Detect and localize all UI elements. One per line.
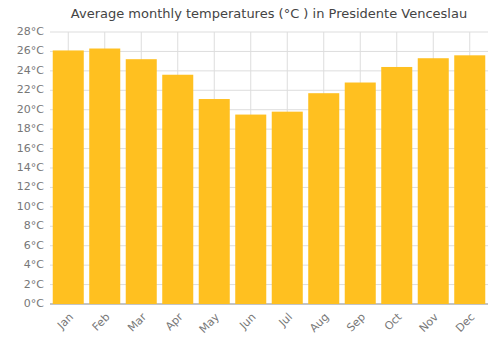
x-tick-label: Apr: [163, 310, 186, 333]
bar: [126, 59, 157, 304]
bar: [345, 83, 376, 304]
bar: [381, 67, 412, 304]
y-tick-label: 0°C: [24, 297, 44, 310]
bar: [235, 115, 266, 304]
bar: [272, 112, 303, 304]
y-tick-label: 4°C: [24, 258, 44, 271]
x-tick-label: Jan: [54, 311, 76, 333]
y-tick-label: 14°C: [17, 161, 44, 174]
axes: 0°C 2°C 4°C 6°C 8°C 10°C 12°C 14°C 16°C 18°C 20°C 2…: [17, 25, 488, 336]
y-grid-line: [50, 32, 488, 33]
x-tick-label: Nov: [417, 310, 442, 335]
bar: [418, 58, 449, 304]
y-tick-label: 16°C: [17, 142, 44, 155]
title: Average monthly temperatures (°C ) in Pr…: [71, 6, 467, 21]
bar: [199, 99, 230, 304]
y-tick-label: 10°C: [17, 200, 44, 213]
x-tick-label: Aug: [307, 311, 331, 335]
chart: 0°C 2°C 4°C 6°C 8°C 10°C 12°C 14°C 16°C 18°C 20°C 2…: [0, 0, 500, 350]
x-tick-label: Mar: [125, 310, 149, 334]
y-tick-label: 26°C: [17, 44, 44, 57]
bar: [308, 93, 339, 304]
y-tick-label: 18°C: [17, 122, 44, 135]
x-tick-label: Jun: [236, 311, 258, 333]
y-tick-label: 20°C: [17, 103, 44, 116]
grid: [50, 32, 488, 304]
y-tick-label: 8°C: [24, 219, 44, 232]
bar: [454, 55, 485, 304]
x-tick-label: Sep: [344, 311, 368, 335]
y-tick-label: 22°C: [17, 83, 44, 96]
y-tick-label: 6°C: [24, 239, 44, 252]
x-tick-label: May: [197, 310, 223, 336]
bar: [89, 49, 120, 304]
y-tick-label: 28°C: [17, 25, 44, 38]
y-tick-label: 2°C: [24, 278, 44, 291]
y-tick-label: 24°C: [17, 64, 44, 77]
bar: [162, 75, 193, 304]
bars: [53, 49, 486, 304]
bar: [53, 50, 84, 304]
x-tick-label: Oct: [382, 310, 405, 333]
page: {"chart_data": {"type": "bar", "title": …: [0, 0, 500, 350]
x-tick-label: Feb: [90, 311, 113, 334]
x-tick-label: Dec: [453, 311, 477, 335]
x-tick-label: Jul: [276, 311, 295, 330]
y-tick-label: 12°C: [17, 180, 44, 193]
